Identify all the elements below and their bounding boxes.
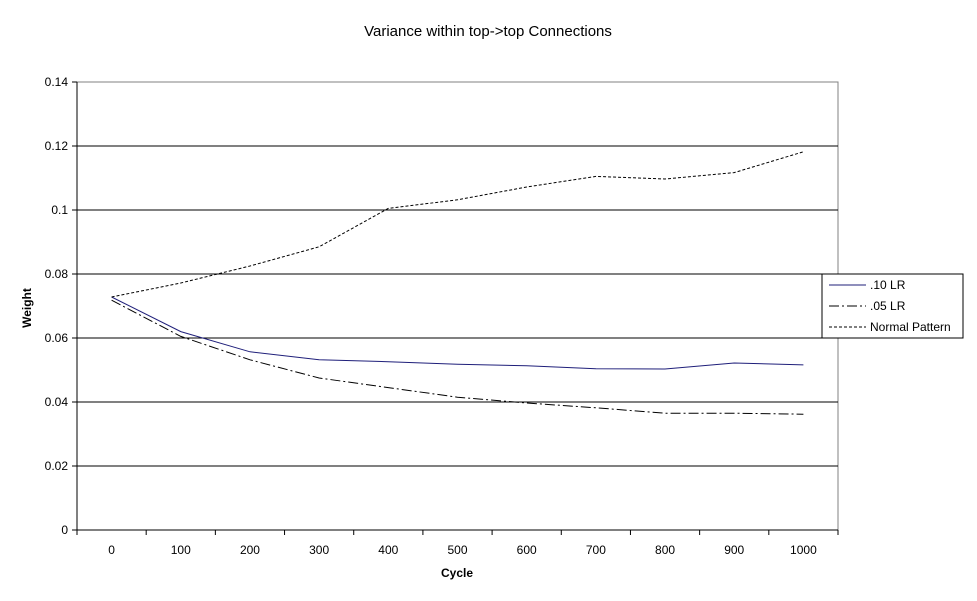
chart-title: Variance within top->top Connections	[364, 23, 612, 40]
x-axis-label: Cycle	[441, 566, 473, 580]
y-tick-label: 0.06	[45, 331, 69, 345]
legend-entry: .05 LR	[870, 299, 906, 313]
x-tick-label: 400	[378, 543, 398, 557]
x-tick-label: 600	[517, 543, 537, 557]
x-tick-label: 500	[447, 543, 467, 557]
series-line-2	[111, 151, 804, 298]
x-tick-label: 900	[724, 543, 744, 557]
x-tick-label: 700	[586, 543, 606, 557]
legend-entry: Normal Pattern	[870, 320, 951, 334]
x-tick-label: 800	[655, 543, 675, 557]
series-line-0	[111, 296, 804, 370]
x-tick-label: 1000	[790, 543, 817, 557]
y-tick-label: 0.02	[45, 459, 69, 473]
x-tick-label: 0	[108, 543, 115, 557]
y-tick-label: 0	[61, 523, 68, 537]
y-tick-label: 0.12	[45, 139, 69, 153]
series-layer	[111, 151, 804, 415]
x-tick-label: 200	[240, 543, 260, 557]
x-tick-label: 300	[309, 543, 329, 557]
y-tick-label: 0.08	[45, 267, 69, 281]
y-axis-label: Weight	[20, 288, 34, 328]
y-tick-label: 0.1	[51, 203, 68, 217]
legend: .10 LR .05 LR Normal Pattern	[821, 273, 964, 339]
x-axis: 0 100 200 300 400 500 600 700 800 900 1000	[76, 530, 839, 557]
y-tick-label: 0.04	[45, 395, 69, 409]
series-line-1	[111, 299, 804, 415]
plot-area	[76, 81, 839, 531]
legend-entry: .10 LR	[870, 278, 906, 292]
y-tick-label: 0.14	[45, 75, 69, 89]
y-axis: 0 0.02 0.04 0.06 0.08 0.1 0.12 0.14	[45, 75, 77, 537]
x-tick-label: 100	[171, 543, 191, 557]
